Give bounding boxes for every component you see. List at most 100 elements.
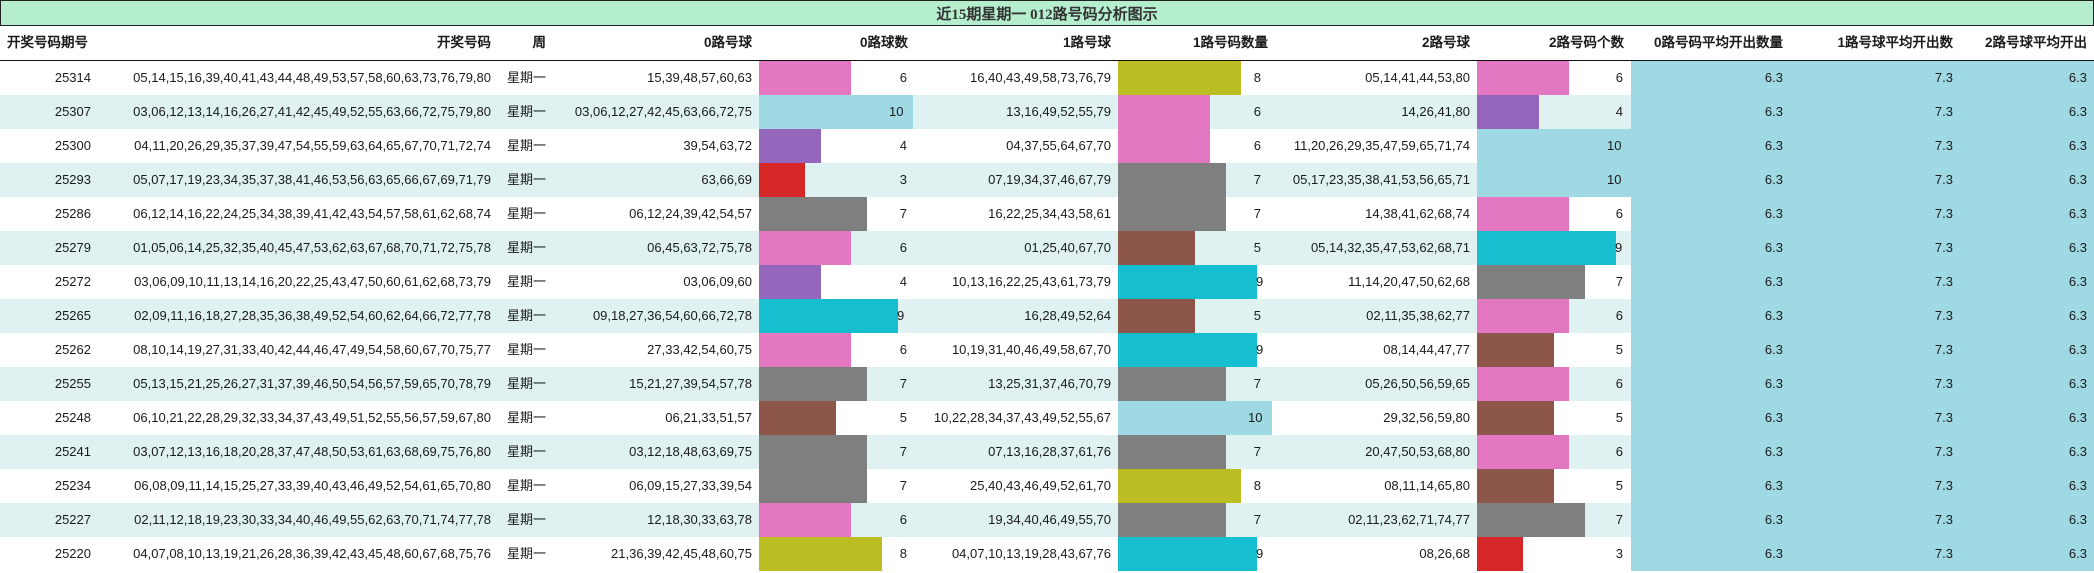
period-cell[interactable]: 25241: [54, 444, 91, 459]
road0-balls-cell[interactable]: 03,06,09,60: [683, 274, 752, 289]
header-road2-count[interactable]: 2路号码个数: [1548, 35, 1624, 50]
numbers-cell[interactable]: 04,07,08,10,13,19,21,26,28,36,39,42,43,4…: [133, 546, 491, 561]
header-period[interactable]: 开奖号码期号: [7, 35, 88, 50]
road1-avg-cell[interactable]: 7.3: [1790, 401, 1960, 435]
header-road1-avg[interactable]: 1路号球平均开出数: [1837, 35, 1953, 50]
road0-count-cell[interactable]: 10: [759, 95, 915, 129]
road0-balls-cell[interactable]: 06,09,15,27,33,39,54: [629, 478, 752, 493]
numbers-cell[interactable]: 04,11,20,26,29,35,37,39,47,54,55,59,63,6…: [134, 138, 491, 153]
road1-balls-cell[interactable]: 16,22,25,34,43,58,61: [988, 206, 1111, 221]
weekday-cell[interactable]: 星期一: [506, 70, 546, 85]
road2-balls-cell[interactable]: 11,20,26,29,35,47,59,65,71,74: [1293, 138, 1470, 153]
road2-count-cell[interactable]: 7: [1477, 265, 1631, 299]
numbers-cell[interactable]: 06,10,21,22,28,29,32,33,34,37,43,49,51,5…: [133, 410, 491, 425]
road0-count-cell[interactable]: 3: [759, 163, 915, 197]
road0-avg-cell[interactable]: 6.3: [1631, 61, 1790, 95]
road2-avg-cell[interactable]: 6.3: [1960, 61, 2094, 95]
table-row[interactable]: 25227 02,11,12,18,19,23,30,33,34,40,46,4…: [0, 503, 2094, 537]
road2-count-cell[interactable]: 6: [1477, 435, 1631, 469]
period-cell[interactable]: 25286: [54, 206, 91, 221]
numbers-cell[interactable]: 01,05,06,14,25,32,35,40,45,47,53,62,63,6…: [133, 240, 491, 255]
table-row[interactable]: 25241 03,07,12,13,16,18,20,28,37,47,48,5…: [0, 435, 2094, 469]
road2-balls-cell[interactable]: 05,26,50,56,59,65: [1365, 376, 1470, 391]
road1-balls-cell[interactable]: 04,37,55,64,67,70: [1006, 138, 1111, 153]
road2-count-cell[interactable]: 6: [1477, 197, 1631, 231]
header-numbers[interactable]: 开奖号码: [437, 35, 491, 50]
table-row[interactable]: 25262 08,10,14,19,27,31,33,40,42,44,46,4…: [0, 333, 2094, 367]
road2-count-cell[interactable]: 3: [1477, 537, 1631, 571]
road0-balls-cell[interactable]: 06,45,63,72,75,78: [647, 240, 752, 255]
weekday-cell[interactable]: 星期一: [506, 104, 546, 119]
road2-avg-cell[interactable]: 6.3: [1960, 197, 2094, 231]
road0-count-cell[interactable]: 7: [759, 367, 915, 401]
road0-balls-cell[interactable]: 39,54,63,72: [683, 138, 752, 153]
road2-count-cell[interactable]: 4: [1477, 95, 1631, 129]
table-row[interactable]: 25314 05,14,15,16,39,40,41,43,44,48,49,5…: [0, 61, 2094, 95]
road1-avg-cell[interactable]: 7.3: [1790, 435, 1960, 469]
road1-count-cell[interactable]: 8: [1118, 61, 1275, 95]
road2-balls-cell[interactable]: 14,38,41,62,68,74: [1365, 206, 1470, 221]
road2-balls-cell[interactable]: 20,47,50,53,68,80: [1365, 444, 1470, 459]
road2-balls-cell[interactable]: 11,14,20,47,50,62,68: [1348, 274, 1470, 289]
road0-count-cell[interactable]: 4: [759, 265, 915, 299]
road2-count-cell[interactable]: 5: [1477, 469, 1631, 503]
road0-balls-cell[interactable]: 27,33,42,54,60,75: [647, 342, 752, 357]
road0-balls-cell[interactable]: 21,36,39,42,45,48,60,75: [611, 546, 752, 561]
period-cell[interactable]: 25227: [54, 512, 91, 527]
road2-balls-cell[interactable]: 08,14,44,47,77: [1383, 342, 1470, 357]
road1-avg-cell[interactable]: 7.3: [1790, 367, 1960, 401]
road2-balls-cell[interactable]: 02,11,35,38,62,77: [1366, 308, 1470, 323]
table-row[interactable]: 25265 02,09,11,16,18,27,28,35,36,38,49,5…: [0, 299, 2094, 333]
header-road2-balls[interactable]: 2路号球: [1421, 35, 1470, 50]
road1-count-cell[interactable]: 9: [1118, 537, 1275, 571]
road0-count-cell[interactable]: 6: [759, 503, 915, 537]
weekday-cell[interactable]: 星期一: [506, 240, 546, 255]
road1-balls-cell[interactable]: 25,40,43,46,49,52,61,70: [970, 478, 1111, 493]
period-cell[interactable]: 25307: [54, 104, 91, 119]
road2-count-cell[interactable]: 9: [1477, 231, 1631, 265]
road1-avg-cell[interactable]: 7.3: [1790, 61, 1960, 95]
weekday-cell[interactable]: 星期一: [506, 206, 546, 221]
road0-balls-cell[interactable]: 06,21,33,51,57: [665, 410, 752, 425]
period-cell[interactable]: 25272: [54, 274, 91, 289]
table-row[interactable]: 25248 06,10,21,22,28,29,32,33,34,37,43,4…: [0, 401, 2094, 435]
road0-count-cell[interactable]: 6: [759, 231, 915, 265]
road0-count-cell[interactable]: 6: [759, 333, 915, 367]
road2-avg-cell[interactable]: 6.3: [1960, 401, 2094, 435]
road2-avg-cell[interactable]: 6.3: [1960, 95, 2094, 129]
header-weekday[interactable]: 周: [532, 35, 547, 50]
road0-avg-cell[interactable]: 6.3: [1631, 469, 1790, 503]
road0-count-cell[interactable]: 9: [759, 299, 915, 333]
road1-balls-cell[interactable]: 07,13,16,28,37,61,76: [988, 444, 1111, 459]
period-cell[interactable]: 25234: [54, 478, 91, 493]
road1-balls-cell[interactable]: 04,07,10,13,19,28,43,67,76: [951, 546, 1111, 561]
period-cell[interactable]: 25220: [54, 546, 91, 561]
road2-avg-cell[interactable]: 6.3: [1960, 435, 2094, 469]
road2-avg-cell[interactable]: 6.3: [1960, 299, 2094, 333]
header-road2-avg[interactable]: 2路号球平均开出: [1984, 35, 2087, 50]
road1-count-cell[interactable]: 9: [1118, 265, 1275, 299]
weekday-cell[interactable]: 星期一: [506, 308, 546, 323]
road1-count-cell[interactable]: 5: [1118, 231, 1275, 265]
numbers-cell[interactable]: 03,07,12,13,16,18,20,28,37,47,48,50,53,6…: [133, 444, 491, 459]
road2-avg-cell[interactable]: 6.3: [1960, 537, 2094, 571]
header-road1-balls[interactable]: 1路号球: [1062, 35, 1111, 50]
numbers-cell[interactable]: 03,06,12,13,14,16,26,27,41,42,45,49,52,5…: [133, 104, 491, 119]
road0-count-cell[interactable]: 7: [759, 469, 915, 503]
header-road0-balls[interactable]: 0路号球: [703, 35, 752, 50]
road1-avg-cell[interactable]: 7.3: [1790, 503, 1960, 537]
road0-avg-cell[interactable]: 6.3: [1631, 231, 1790, 265]
table-row[interactable]: 25255 05,13,15,21,25,26,27,31,37,39,46,5…: [0, 367, 2094, 401]
road1-avg-cell[interactable]: 7.3: [1790, 469, 1960, 503]
road0-avg-cell[interactable]: 6.3: [1631, 333, 1790, 367]
road0-avg-cell[interactable]: 6.3: [1631, 367, 1790, 401]
weekday-cell[interactable]: 星期一: [506, 342, 546, 357]
period-cell[interactable]: 25265: [54, 308, 91, 323]
road2-balls-cell[interactable]: 29,32,56,59,80: [1383, 410, 1470, 425]
road1-balls-cell[interactable]: 19,34,40,46,49,55,70: [988, 512, 1111, 527]
numbers-cell[interactable]: 02,09,11,16,18,27,28,35,36,38,49,52,54,6…: [134, 308, 491, 323]
road2-balls-cell[interactable]: 14,26,41,80: [1401, 104, 1470, 119]
road2-balls-cell[interactable]: 05,14,32,35,47,53,62,68,71: [1310, 240, 1470, 255]
road0-count-cell[interactable]: 7: [759, 435, 915, 469]
road1-balls-cell[interactable]: 01,25,40,67,70: [1024, 240, 1111, 255]
